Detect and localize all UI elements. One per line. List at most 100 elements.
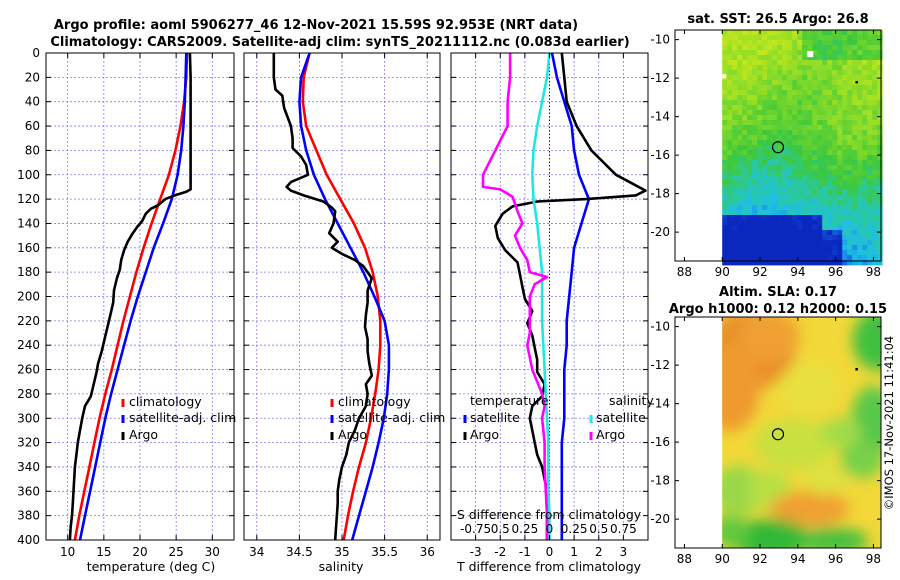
sst-cell bbox=[752, 95, 758, 101]
sst-cell bbox=[782, 220, 788, 226]
sst-cell bbox=[832, 245, 838, 251]
sst-cell bbox=[807, 135, 813, 141]
sst-cell bbox=[752, 50, 758, 56]
sst-cell bbox=[752, 35, 758, 41]
sst-cell bbox=[792, 115, 798, 121]
sst-cell bbox=[832, 180, 838, 186]
sst-cell bbox=[742, 165, 748, 171]
sst-cell bbox=[832, 60, 838, 66]
sst-cell bbox=[807, 85, 813, 91]
sst-cell bbox=[792, 100, 798, 106]
sst-cell bbox=[837, 95, 843, 101]
sst-cell bbox=[832, 260, 838, 266]
sst-cell bbox=[747, 170, 753, 176]
sst-cell bbox=[867, 30, 873, 36]
sst-cell bbox=[787, 35, 793, 41]
sst-cell bbox=[817, 170, 823, 176]
sst-cell bbox=[722, 230, 728, 236]
y-tick-label: 280 bbox=[17, 387, 40, 401]
sst-cell bbox=[802, 245, 808, 251]
sst-cell bbox=[837, 70, 843, 76]
sst-cell bbox=[832, 115, 838, 121]
sst-cell bbox=[877, 120, 883, 126]
sst-cell bbox=[867, 235, 873, 241]
y-tick-label: 260 bbox=[17, 363, 40, 377]
sst-cell bbox=[802, 130, 808, 136]
sst-cell bbox=[817, 215, 823, 221]
sst-cell bbox=[747, 125, 753, 131]
sst-cell bbox=[842, 230, 848, 236]
sst-cell bbox=[877, 50, 883, 56]
sst-cell bbox=[742, 60, 748, 66]
sst-cell bbox=[807, 230, 813, 236]
sst-cell bbox=[772, 30, 778, 36]
sst-cell bbox=[827, 110, 833, 116]
sst-cell bbox=[732, 35, 738, 41]
sst-cell bbox=[867, 210, 873, 216]
sst-cell bbox=[832, 95, 838, 101]
sst-cell bbox=[857, 140, 863, 146]
sst-cell bbox=[727, 225, 733, 231]
sst-cell bbox=[742, 140, 748, 146]
sst-cell bbox=[877, 55, 883, 61]
sst-cell bbox=[752, 75, 758, 81]
sst-cell bbox=[812, 170, 818, 176]
sst-cell bbox=[762, 110, 768, 116]
sst-cell bbox=[822, 155, 828, 161]
sst-cell bbox=[767, 230, 773, 236]
sst-cell bbox=[782, 255, 788, 261]
sst-cell bbox=[827, 210, 833, 216]
sst-cell bbox=[867, 70, 873, 76]
sst-cell bbox=[752, 240, 758, 246]
sst-cell bbox=[842, 145, 848, 151]
sst-cell bbox=[732, 55, 738, 61]
sst-cell bbox=[807, 130, 813, 136]
sst-cell bbox=[862, 125, 868, 131]
series-satellite-adj-clim bbox=[298, 52, 391, 541]
sst-cell bbox=[747, 175, 753, 181]
sst-cell bbox=[732, 45, 738, 51]
sst-cell bbox=[832, 35, 838, 41]
sst-cell bbox=[742, 170, 748, 176]
sst-cell bbox=[757, 140, 763, 146]
sst-cell bbox=[802, 195, 808, 201]
sst-cell bbox=[747, 135, 753, 141]
sst-cell bbox=[757, 225, 763, 231]
sst-map-title: sat. SST: 26.5 Argo: 26.8 bbox=[687, 12, 868, 27]
sst-cell bbox=[797, 205, 803, 211]
sst-cell bbox=[767, 70, 773, 76]
x-tick-label: 1 bbox=[570, 545, 578, 559]
sst-cell bbox=[807, 180, 813, 186]
sst-cell bbox=[722, 260, 728, 266]
sst-cell bbox=[827, 135, 833, 141]
sst-cell bbox=[752, 235, 758, 241]
sst-cell bbox=[752, 245, 758, 251]
sst-cell bbox=[757, 185, 763, 191]
sst-cell bbox=[872, 160, 878, 166]
sst-cell bbox=[802, 180, 808, 186]
sst-cell bbox=[727, 140, 733, 146]
sst-cell bbox=[787, 85, 793, 91]
sst-cell bbox=[837, 190, 843, 196]
sst-cell bbox=[762, 95, 768, 101]
sst-cell bbox=[842, 260, 848, 266]
sst-cell bbox=[732, 135, 738, 141]
sst-cell bbox=[787, 225, 793, 231]
sst-cell bbox=[762, 100, 768, 106]
sst-cell bbox=[722, 135, 728, 141]
sst-cell bbox=[802, 155, 808, 161]
sst-cell bbox=[797, 50, 803, 56]
sst-cell bbox=[867, 220, 873, 226]
sst-cell bbox=[797, 30, 803, 36]
sst-cell bbox=[822, 65, 828, 71]
sst-cell bbox=[807, 65, 813, 71]
sst-cell bbox=[752, 185, 758, 191]
sst-cell bbox=[857, 70, 863, 76]
sst-cell bbox=[837, 130, 843, 136]
sst-cell bbox=[727, 250, 733, 256]
sst-cell bbox=[732, 95, 738, 101]
sst-cell bbox=[762, 250, 768, 256]
sst-cell bbox=[862, 60, 868, 66]
sst-cell bbox=[852, 220, 858, 226]
sst-cell bbox=[792, 230, 798, 236]
